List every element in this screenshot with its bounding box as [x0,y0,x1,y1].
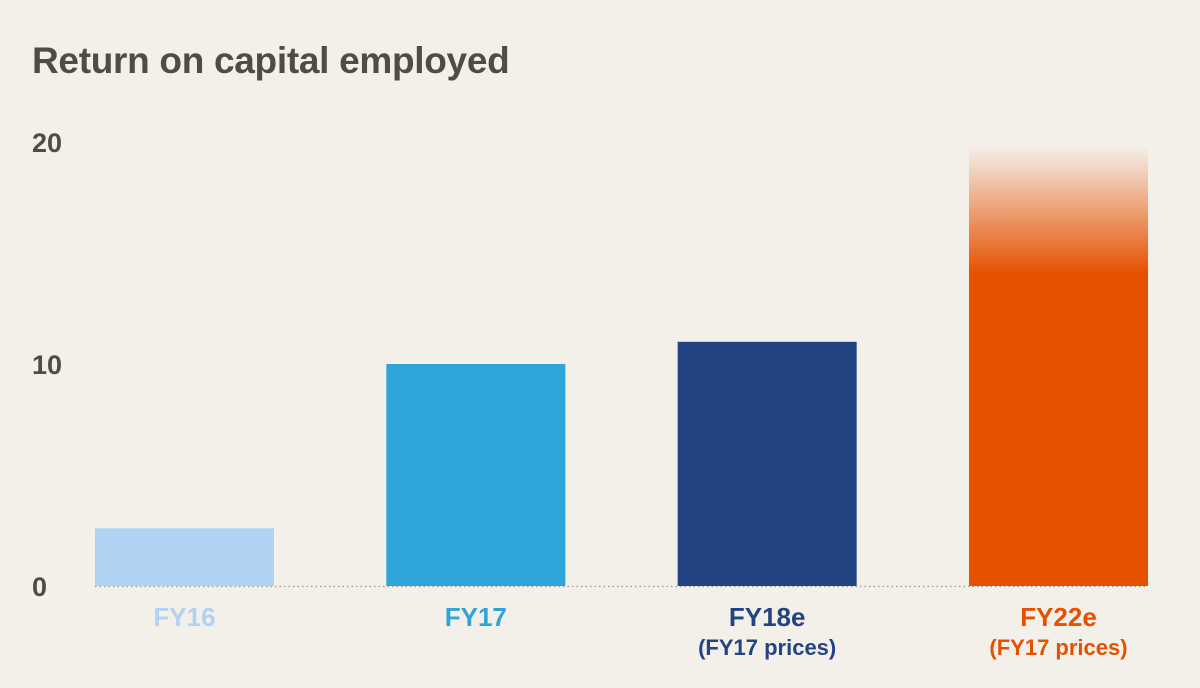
bars [95,146,1148,586]
x-category-sublabel: (FY17 prices) [698,635,836,660]
x-category-label: FY22e [1020,602,1097,632]
bar-fy16 [95,528,274,586]
bar-fy17 [386,364,566,586]
y-tick-label: 20 [32,128,62,158]
chart-title: Return on capital employed [32,40,510,81]
x-category-label: FY17 [445,602,507,632]
y-tick-label: 10 [32,350,62,380]
y-axis: 0 10 20 [32,128,62,602]
x-category-label: FY18e [729,602,806,632]
x-category-sublabel: (FY17 prices) [989,635,1127,660]
x-category-label: FY16 [153,602,215,632]
y-tick-label: 0 [32,572,47,602]
bar-fy18e [677,341,857,586]
category-labels: FY16 FY17 FY18e (FY17 prices) FY22e (FY17 pri… [153,602,1127,660]
bar-fy22e [969,146,1148,586]
